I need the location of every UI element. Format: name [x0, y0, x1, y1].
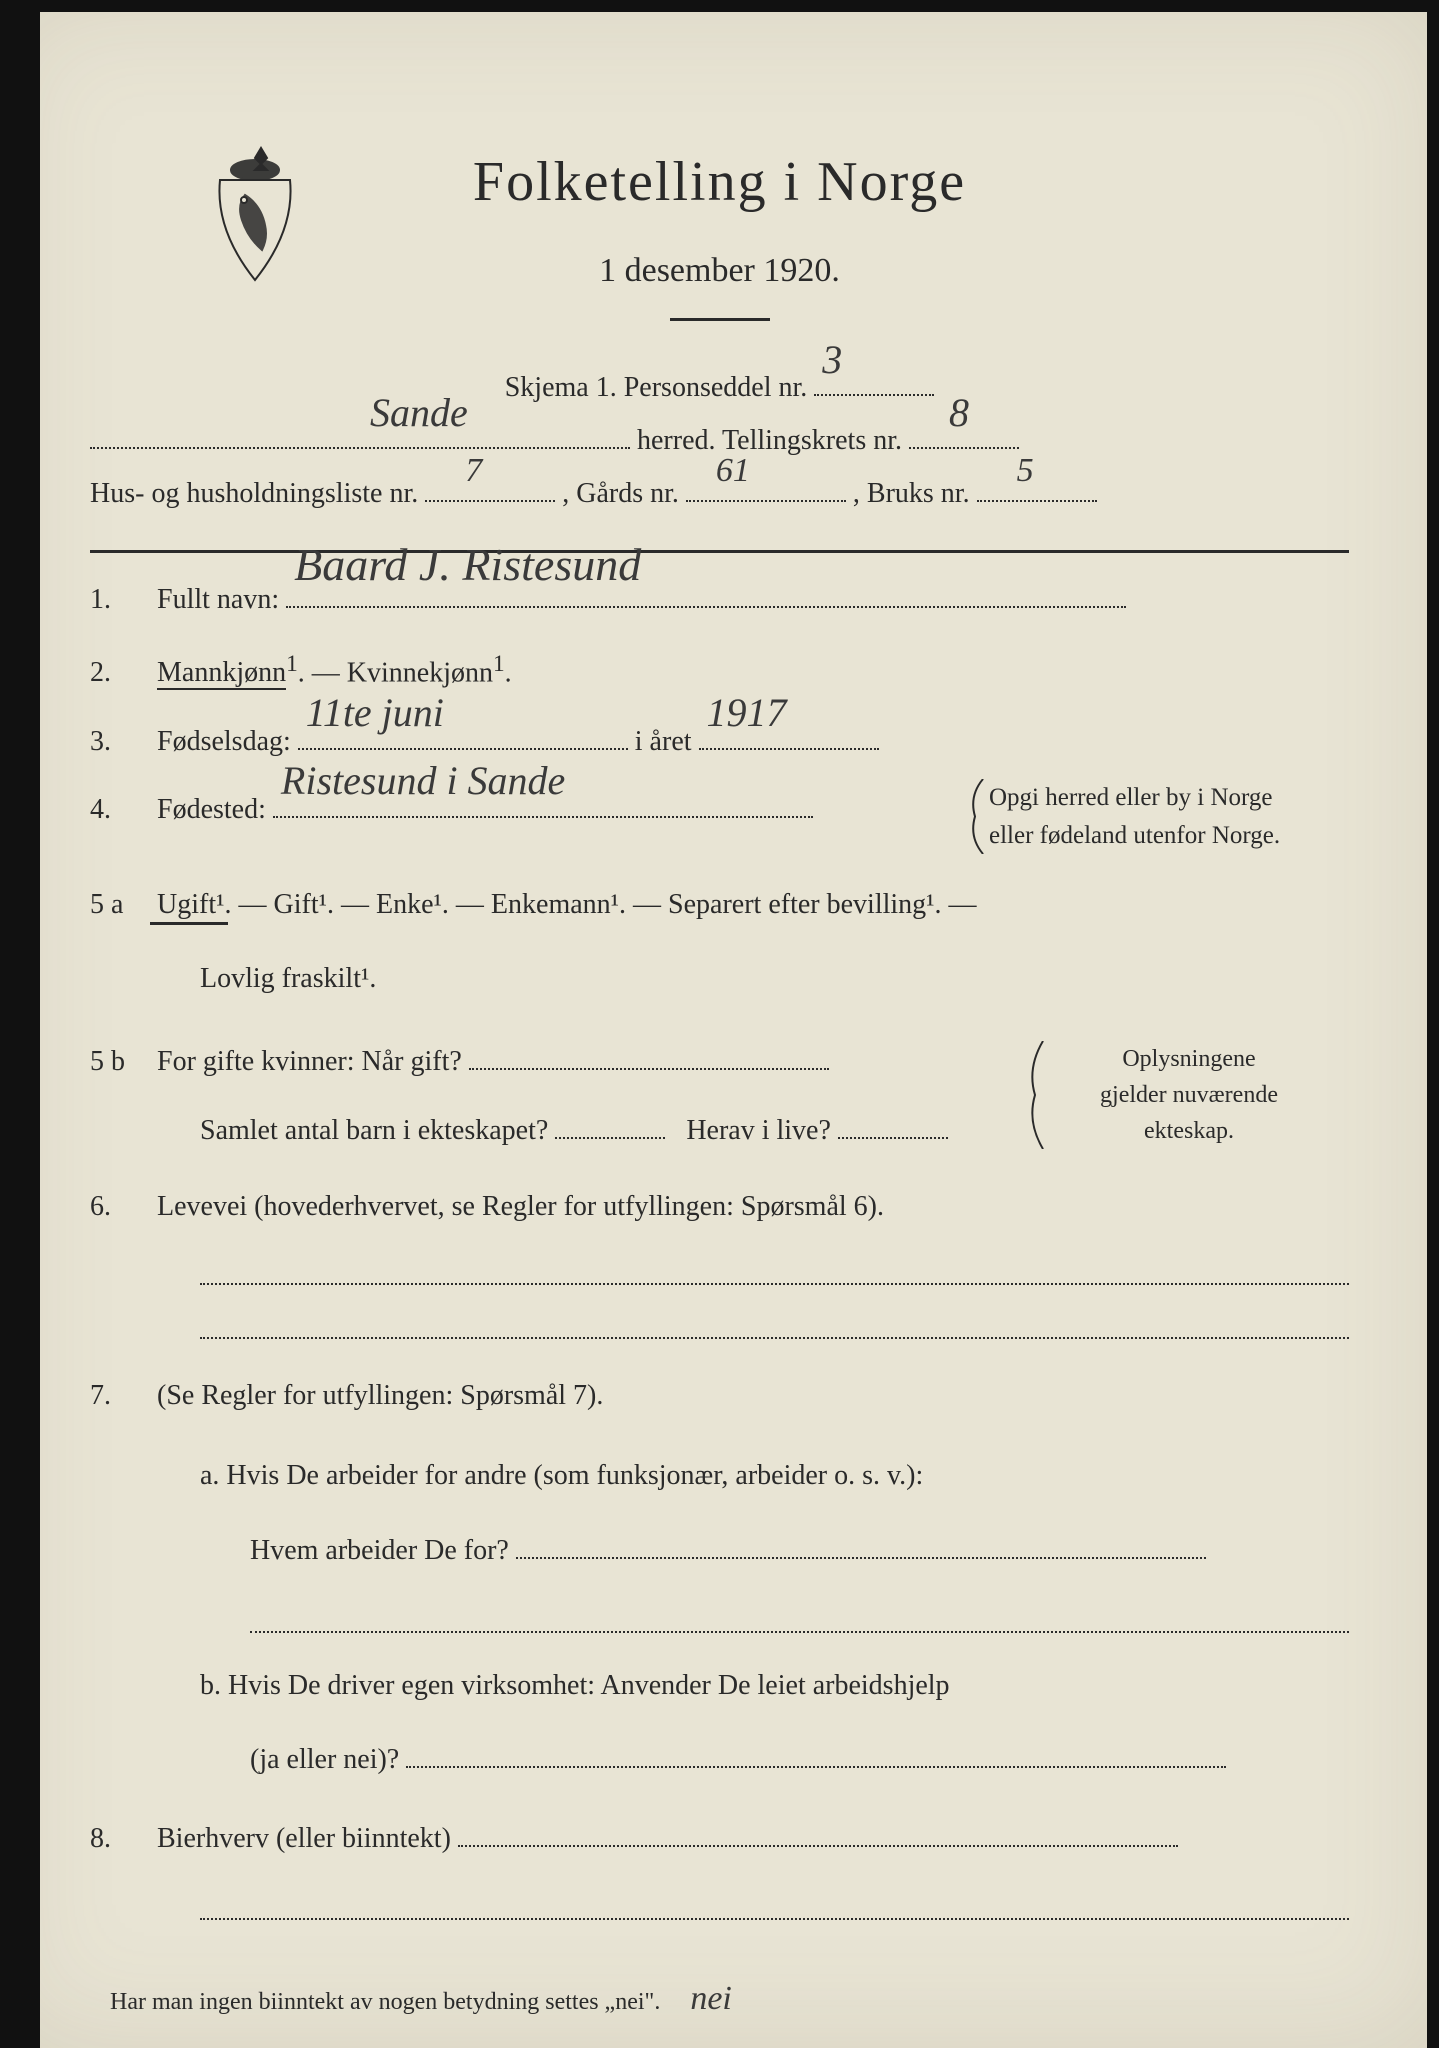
footer-hand: nei — [690, 1980, 732, 2017]
q5a: 5 a Ugift¹. — Gift¹. — Enke¹. — Enkemann… — [90, 878, 1349, 933]
q4-num: 4. — [90, 783, 150, 838]
q7-num: 7. — [90, 1369, 150, 1424]
q6-line2 — [200, 1337, 1349, 1339]
footer-text: Har man ingen biinntekt av nogen betydni… — [110, 1989, 660, 2015]
q3-day: 11te juni — [306, 674, 444, 752]
q6-num: 6. — [90, 1180, 150, 1235]
q2-end: . — [505, 657, 512, 688]
tellingskrets-nr: 8 — [949, 375, 969, 451]
q5b: 5 b For gifte kvinner: Når gift? Oplysni… — [90, 1035, 1349, 1090]
q8-label: Bierhverv (eller biinntekt) — [157, 1823, 451, 1854]
q1-label: Fullt navn: — [157, 584, 279, 615]
q2-mann: Mannkjønn — [157, 657, 286, 690]
title-rule — [670, 318, 770, 321]
q2-num: 2. — [90, 646, 150, 701]
q2-sup1: 1 — [286, 651, 298, 677]
husliste-line: Hus- og husholdningsliste nr. 7 , Gårds … — [90, 467, 1349, 520]
q1: 1. Fullt navn: Baard J. Ristesund — [90, 573, 1349, 628]
q7a-line — [250, 1631, 1349, 1633]
q5a-num: 5 a — [90, 878, 150, 933]
q8-num: 8. — [90, 1812, 150, 1867]
q3-mid: i året — [635, 726, 692, 757]
q7b: b. Hvis De driver egen virksomhet: Anven… — [90, 1659, 1349, 1714]
gards-nr: 61 — [716, 439, 750, 504]
herred-label: herred. Tellingskrets nr. — [637, 425, 902, 456]
q5b-line2: Samlet antal barn i ekteskapet? Herav i … — [90, 1104, 1349, 1159]
herred-value: Sande — [370, 375, 468, 451]
husliste-nr: 7 — [465, 439, 482, 504]
q6-line1 — [200, 1283, 1349, 1285]
q4-note-a: Opgi herred eller by i Norge — [989, 784, 1272, 811]
q5a-text: Ugift¹. — Gift¹. — Enke¹. — Enkemann¹. —… — [157, 889, 977, 920]
q7b-text1: b. Hvis De driver egen virksomhet: Anven… — [200, 1670, 950, 1701]
skjema-line: Skjema 1. Personseddel nr. 3 — [90, 361, 1349, 414]
q5b-l1: For gifte kvinner: Når gift? — [157, 1046, 462, 1077]
q7: 7. (Se Regler for utfyllingen: Spørsmål … — [90, 1369, 1349, 1424]
q7b-text2: (ja eller nei)? — [250, 1744, 399, 1775]
q7-head: (Se Regler for utfyllingen: Spørsmål 7). — [157, 1380, 603, 1411]
q3-label: Fødselsdag: — [157, 726, 291, 757]
divider-top — [90, 550, 1349, 553]
ugift-underline — [150, 922, 228, 925]
coat-of-arms-icon — [200, 140, 310, 290]
q5b-num: 5 b — [90, 1035, 150, 1090]
q1-num: 1. — [90, 573, 150, 628]
q7a-2: Hvem arbeider De for? — [90, 1524, 1349, 1579]
q4-label: Fødested: — [157, 794, 266, 825]
skjema-label: Skjema 1. Personseddel nr. — [505, 372, 808, 403]
gards-label: , Gårds nr. — [562, 478, 679, 509]
q8-line — [200, 1918, 1349, 1920]
bruks-nr: 5 — [1017, 439, 1034, 504]
q7a: a. Hvis De arbeider for andre (som funks… — [90, 1449, 1349, 1504]
q2-sup2: 1 — [493, 651, 505, 677]
q8: 8. Bierhverv (eller biinntekt) — [90, 1812, 1349, 1867]
bruks-label: , Bruks nr. — [853, 478, 970, 509]
q4-note-b: eller fødeland utenfor Norge. — [989, 822, 1280, 849]
q7a-text2: Hvem arbeider De for? — [250, 1535, 509, 1566]
personseddel-nr: 3 — [822, 322, 842, 398]
q3: 3. Fødselsdag: 11te juni i året 1917 — [90, 715, 1349, 770]
q6: 6. Levevei (hovederhvervet, se Regler fo… — [90, 1180, 1349, 1235]
q4-value: Ristesund i Sande — [281, 742, 565, 820]
q5a-text2: Lovlig fraskilt¹. — [200, 963, 376, 994]
q5b-l2b: Herav i live? — [686, 1115, 831, 1146]
footer: Har man ingen biinntekt av nogen betydni… — [110, 1980, 1349, 2018]
q4: 4. Fødested: Ristesund i Sande Opgi herr… — [90, 783, 1349, 838]
q6-text: Levevei (hovederhvervet, se Regler for u… — [157, 1191, 884, 1222]
q3-num: 3. — [90, 715, 150, 770]
q5b-l2a: Samlet antal barn i ekteskapet? — [200, 1115, 548, 1146]
q3-year: 1917 — [707, 674, 787, 752]
q7b-2: (ja eller nei)? — [90, 1733, 1349, 1788]
census-form-page: Folketelling i Norge 1 desember 1920. Sk… — [0, 0, 1439, 2048]
q5b-note1: Oplysningene — [1122, 1046, 1255, 1072]
husliste-label: Hus- og husholdningsliste nr. — [90, 478, 418, 509]
q5a-line2: Lovlig fraskilt¹. — [90, 952, 1349, 1007]
q7a-text1: a. Hvis De arbeider for andre (som funks… — [200, 1460, 923, 1491]
q1-value: Baard J. Ristesund — [294, 520, 641, 610]
